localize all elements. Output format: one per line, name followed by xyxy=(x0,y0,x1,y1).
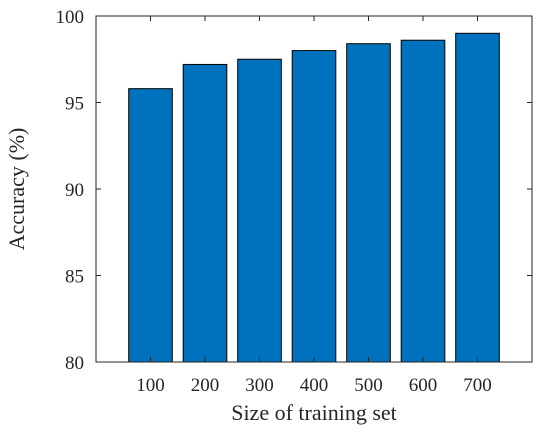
x-axis-label: Size of training set xyxy=(231,400,397,425)
y-tick-label: 80 xyxy=(65,353,84,374)
x-tick-label: 600 xyxy=(409,375,438,396)
bars-group xyxy=(128,32,500,363)
y-tick-label: 85 xyxy=(65,267,84,288)
bar-300 xyxy=(237,58,282,363)
y-tick-label: 90 xyxy=(65,180,84,201)
x-tick-label: 100 xyxy=(136,375,165,396)
bar-200 xyxy=(182,63,228,363)
bar-600 xyxy=(400,39,446,363)
x-tick-label: 700 xyxy=(463,375,492,396)
x-axis: 100 200 300 400 500 600 700 xyxy=(136,16,492,396)
bar-100 xyxy=(128,88,173,363)
y-tick-label: 95 xyxy=(65,94,84,115)
x-tick-label: 400 xyxy=(300,375,329,396)
y-tick-label: 100 xyxy=(56,7,85,28)
bar-500 xyxy=(346,43,391,363)
bar-700 xyxy=(455,32,500,363)
y-axis-label: Accuracy (%) xyxy=(4,128,29,251)
x-tick-label: 300 xyxy=(245,375,274,396)
bar-400 xyxy=(291,50,337,363)
x-tick-label: 500 xyxy=(354,375,383,396)
y-axis: 80 85 90 95 100 xyxy=(56,7,532,374)
x-tick-label: 200 xyxy=(191,375,220,396)
